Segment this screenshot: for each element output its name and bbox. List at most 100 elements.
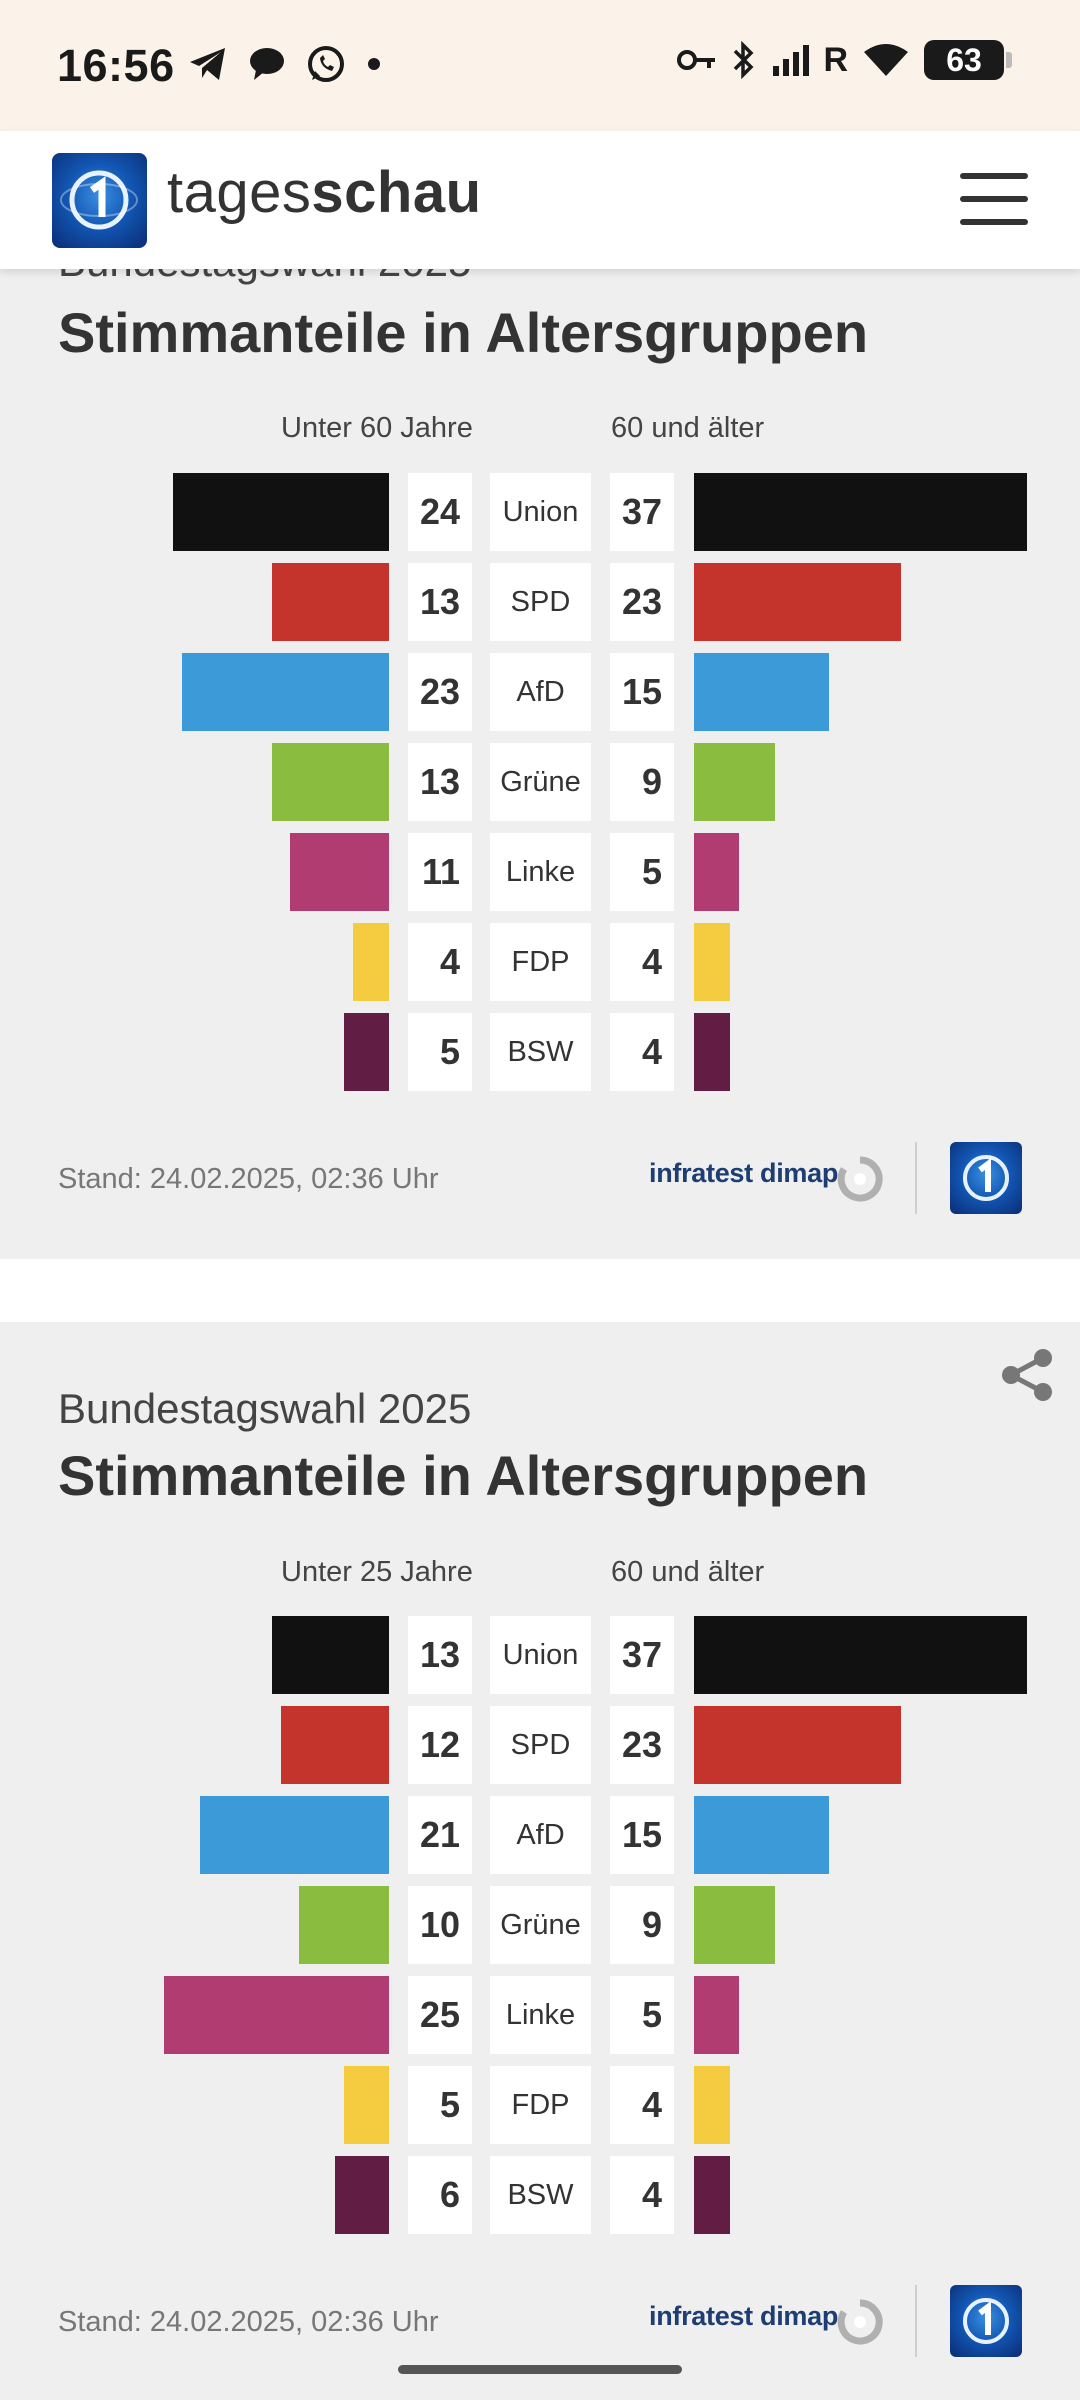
chart-1-value-left-afd: 23 — [408, 653, 472, 731]
chart-1-value-left-bsw: 5 — [408, 1013, 472, 1091]
chart-1-timestamp: Stand: 24.02.2025, 02:36 Uhr — [58, 1163, 439, 1195]
tagesschau-logo-icon[interactable] — [52, 153, 147, 248]
chart-1-value-right-union: 37 — [610, 473, 674, 551]
chart-2-value-left-linke: 25 — [408, 1976, 472, 2054]
chart-2-value-left-afd: 21 — [408, 1796, 472, 1874]
chart-2-bar-left-fdp — [344, 2066, 389, 2144]
chart-1-bar-right-linke — [694, 833, 739, 911]
chart-2-value-right-spd: 23 — [610, 1706, 674, 1784]
chart-1-right-series-label: 60 und älter — [611, 412, 765, 444]
vpn-key-icon — [677, 50, 716, 70]
chart-1-bar-left-fdp — [353, 923, 389, 1001]
chart-2-value-right-gruene: 9 — [610, 1886, 674, 1964]
chart-1-party-label-afd: AfD — [490, 653, 591, 731]
infratest-logo-icon-2 — [837, 2299, 883, 2345]
chart-2-bar-right-spd — [694, 1706, 901, 1784]
chart-2-value-right-afd: 15 — [610, 1796, 674, 1874]
chart-1-value-left-union: 24 — [408, 473, 472, 551]
chart-2-party-label-fdp: FDP — [490, 2066, 591, 2144]
chart-2-bar-right-gruene — [694, 1886, 775, 1964]
chart-2-bar-right-bsw — [694, 2156, 730, 2234]
system-icons: R 63 — [677, 40, 1012, 80]
chart-1-bar-left-spd — [272, 563, 389, 641]
chart-1-bar-left-linke — [290, 833, 389, 911]
logo-emblem-icon — [60, 170, 138, 230]
battery-tip — [1006, 52, 1012, 68]
chart-1-value-right-gruene: 9 — [610, 743, 674, 821]
chart-1-bar-right-union — [694, 473, 1027, 551]
chart-2-value-left-bsw: 6 — [408, 2156, 472, 2234]
ard-logo-icon — [950, 1142, 1022, 1214]
chart-1-party-label-linke: Linke — [490, 833, 591, 911]
whatsapp-icon — [308, 46, 344, 82]
battery-icon: 63 — [924, 40, 1012, 80]
signal-icon — [773, 45, 810, 76]
chart-2-bar-right-fdp — [694, 2066, 730, 2144]
chart-1-bar-right-gruene — [694, 743, 775, 821]
chart-1-value-right-bsw: 4 — [610, 1013, 674, 1091]
status-time: 16:56 — [57, 40, 175, 91]
chart-2-value-left-spd: 12 — [408, 1706, 472, 1784]
notification-icons — [188, 44, 382, 84]
chart-1-left-series-label: Unter 60 Jahre — [281, 412, 473, 444]
chart-1-value-left-linke: 11 — [408, 833, 472, 911]
chart-1-value-left-gruene: 13 — [408, 743, 472, 821]
network-type-label: R — [823, 40, 848, 79]
chart-2-party-label-afd: AfD — [490, 1796, 591, 1874]
chart-2-value-left-gruene: 10 — [408, 1886, 472, 1964]
chart-2-party-label-gruene: Grüne — [490, 1886, 591, 1964]
bluetooth-icon — [734, 41, 754, 79]
chart-1-footer-divider — [915, 1142, 917, 1214]
chart-2-value-left-union: 13 — [408, 1616, 472, 1694]
chart-1-bar-left-afd — [182, 653, 389, 731]
chart-2-bar-right-afd — [694, 1796, 829, 1874]
chart-1-party-label-bsw: BSW — [490, 1013, 591, 1091]
chart-1-bar-right-afd — [694, 653, 829, 731]
chart-1-value-right-fdp: 4 — [610, 923, 674, 1001]
chart-2-party-label-spd: SPD — [490, 1706, 591, 1784]
hamburger-menu-icon[interactable] — [960, 173, 1028, 225]
chart-2-bar-left-union — [272, 1616, 389, 1694]
chart-1-bar-left-gruene — [272, 743, 389, 821]
chart-1-bar-left-bsw — [344, 1013, 389, 1091]
ard-logo-icon-2 — [950, 2285, 1022, 2357]
chart-2-value-right-fdp: 4 — [610, 2066, 674, 2144]
chart-2-source: infratest dimap — [649, 2301, 839, 2331]
chart-1-bar-right-fdp — [694, 923, 730, 1001]
chart-2-value-right-union: 37 — [610, 1616, 674, 1694]
chart-2-bar-right-linke — [694, 1976, 739, 2054]
chart-1-party-label-union: Union — [490, 473, 591, 551]
chart-2-value-right-bsw: 4 — [610, 2156, 674, 2234]
infratest-logo-icon — [837, 1156, 883, 1202]
chart-2-right-series-label: 60 und älter — [611, 1556, 765, 1588]
chart-2-bar-right-union — [694, 1616, 1027, 1694]
home-indicator[interactable] — [398, 2365, 682, 2374]
chart-2-bar-left-spd — [281, 1706, 389, 1784]
chart-2-title: Stimmanteile in Altersgruppen — [58, 1444, 869, 1507]
chart-1-party-label-gruene: Grüne — [490, 743, 591, 821]
chart-1-value-left-spd: 13 — [408, 563, 472, 641]
chart-1-title: Stimmanteile in Altersgruppen — [58, 301, 869, 364]
chart-1-bar-left-union — [173, 473, 389, 551]
chart-2-bar-left-gruene — [299, 1886, 389, 1964]
dot-icon — [368, 58, 380, 70]
chart-1-party-label-fdp: FDP — [490, 923, 591, 1001]
chart-1-source: infratest dimap — [649, 1158, 839, 1188]
chart-2-left-series-label: Unter 25 Jahre — [281, 1556, 473, 1588]
app-title[interactable]: tagesschau — [167, 159, 482, 226]
wifi-icon — [864, 44, 908, 76]
chart-1-bar-right-spd — [694, 563, 901, 641]
chart-2-party-label-linke: Linke — [490, 1976, 591, 2054]
telegram-icon — [190, 48, 225, 80]
status-bar: 16:56 R 63 — [0, 0, 1080, 131]
section-gap — [0, 1259, 1080, 1322]
battery-level: 63 — [946, 41, 982, 78]
share-icon[interactable] — [998, 1346, 1056, 1404]
chat-bubble-icon — [250, 48, 284, 80]
chart-1-bar-right-bsw — [694, 1013, 730, 1091]
chart-2-party-label-union: Union — [490, 1616, 591, 1694]
chart-1-value-right-spd: 23 — [610, 563, 674, 641]
chart-2-footer-divider — [915, 2285, 917, 2357]
chart-2-bar-left-bsw — [335, 2156, 389, 2234]
chart-1-party-label-spd: SPD — [490, 563, 591, 641]
